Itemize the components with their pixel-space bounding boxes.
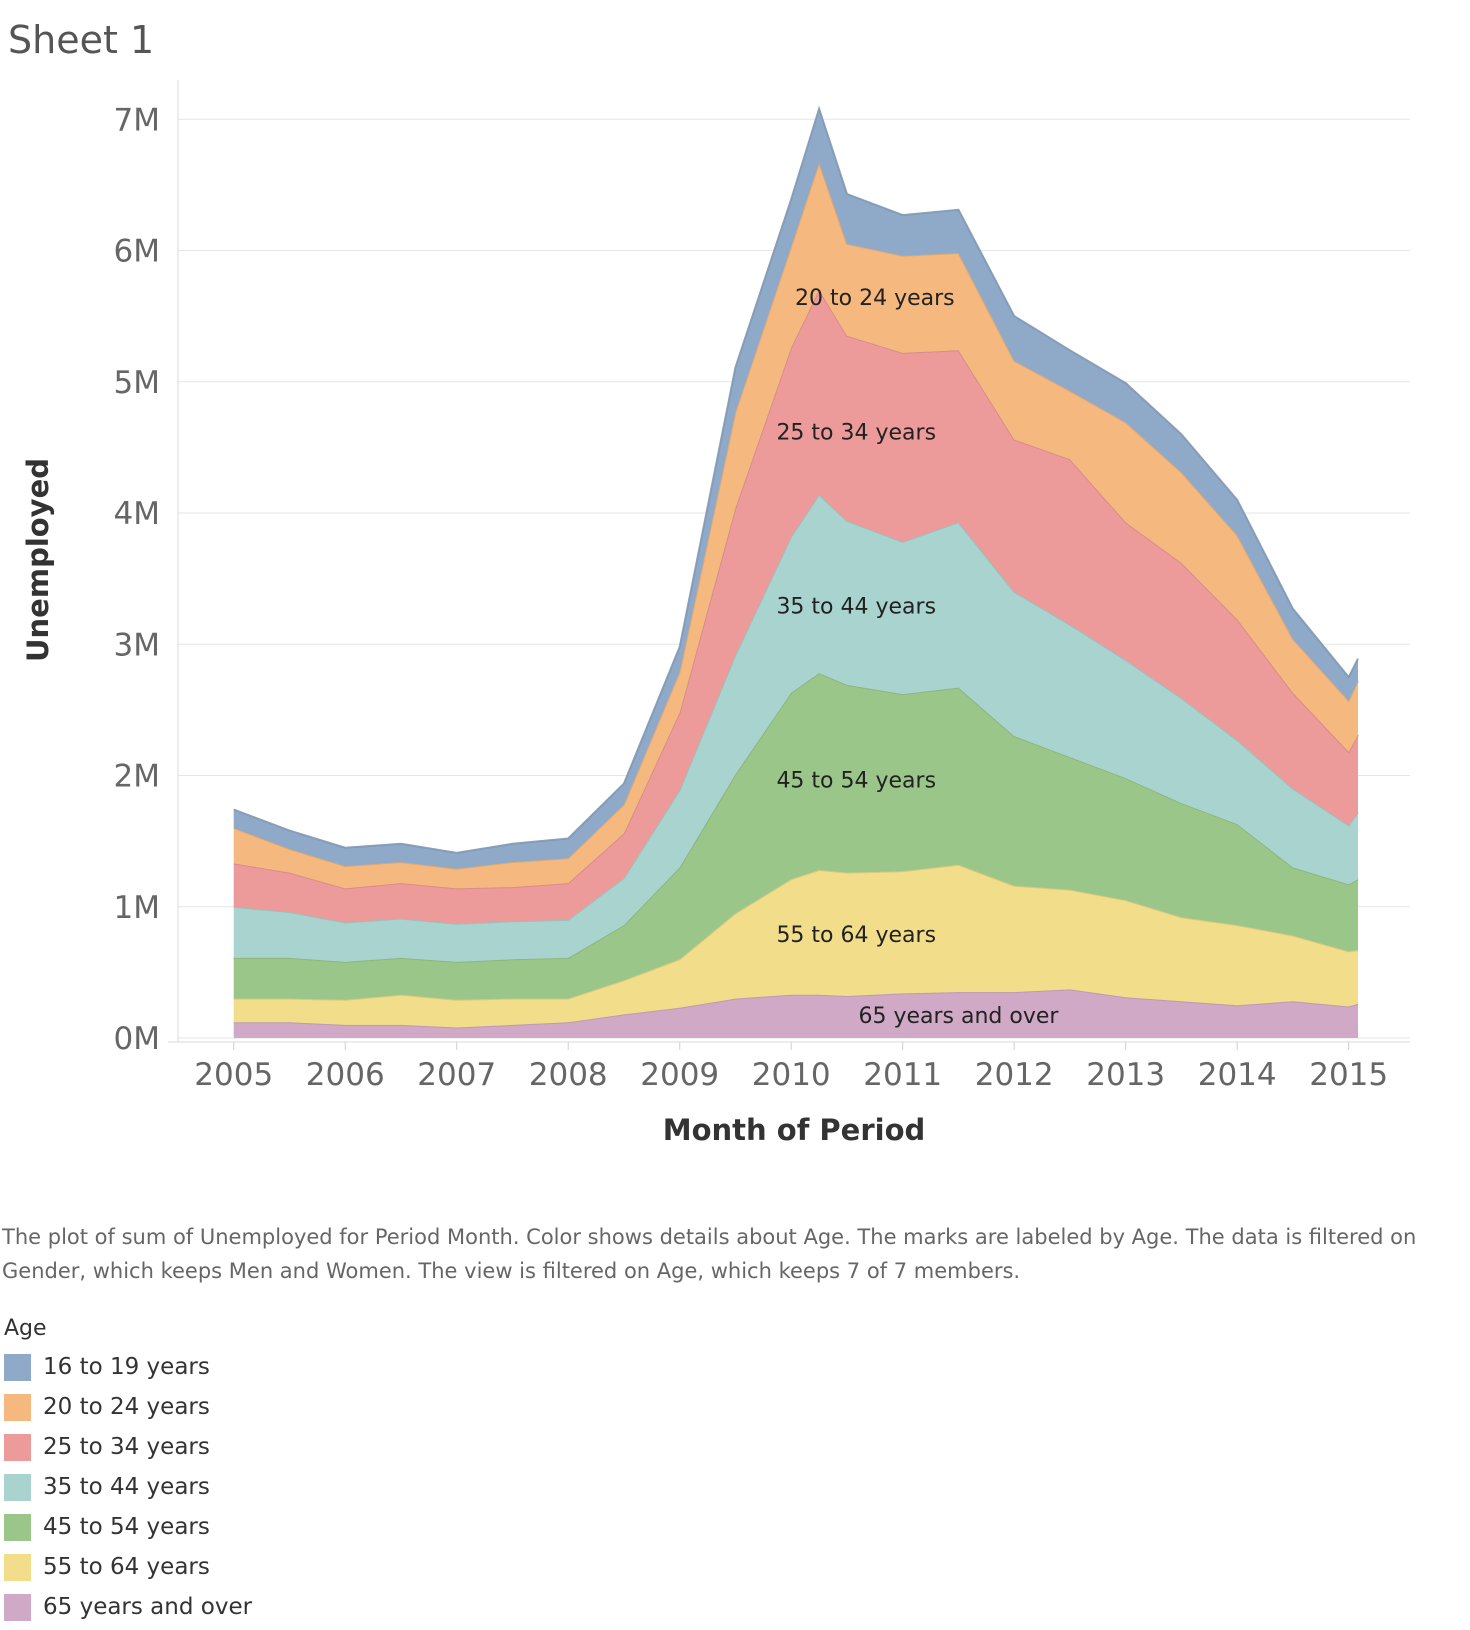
x-tick-label: 2007 — [417, 1057, 496, 1093]
area-mark-label: 25 to 34 years — [776, 421, 936, 446]
x-tick-label: 2011 — [863, 1057, 942, 1093]
area-edge — [233, 105, 1359, 854]
x-tick-label: 2015 — [1309, 1057, 1388, 1093]
legend-item[interactable]: 55 to 64 years — [4, 1547, 252, 1587]
sheet-title: Sheet 1 — [8, 18, 155, 62]
legend-item[interactable]: 16 to 19 years — [4, 1347, 252, 1387]
legend-item[interactable]: 65 years and over — [4, 1587, 252, 1627]
legend-items: 16 to 19 years 20 to 24 years 25 to 34 yea… — [4, 1347, 252, 1627]
legend-label: 16 to 19 years — [43, 1354, 210, 1380]
x-tick-label: 2014 — [1198, 1057, 1277, 1093]
legend-item[interactable]: 45 to 54 years — [4, 1507, 252, 1547]
legend-label: 20 to 24 years — [43, 1394, 210, 1420]
y-tick-label: 4M — [114, 496, 160, 532]
legend-label: 45 to 54 years — [43, 1514, 210, 1540]
area-mark-label: 55 to 64 years — [776, 923, 936, 948]
x-tick-label: 2005 — [194, 1057, 273, 1093]
y-tick-label: 1M — [114, 890, 160, 926]
area-35-to-44-years — [233, 494, 1359, 962]
legend-swatch — [4, 1473, 31, 1501]
x-axis-title: Month of Period — [663, 1113, 926, 1147]
area-mark-label: 35 to 44 years — [776, 594, 936, 619]
y-tick-label: 6M — [114, 234, 160, 270]
x-tick-label: 2009 — [640, 1057, 719, 1093]
legend-item[interactable]: 25 to 34 years — [4, 1427, 252, 1467]
legend-swatch — [4, 1513, 31, 1541]
x-tick-label: 2012 — [975, 1057, 1054, 1093]
label-layer: 20 to 24 years 25 to 34 years 35 to 44 yea… — [776, 286, 1059, 1029]
legend-label: 65 years and over — [43, 1594, 253, 1620]
x-tick-label: 2010 — [752, 1057, 831, 1093]
y-tick-label: 2M — [114, 759, 160, 795]
legend-swatch — [4, 1433, 31, 1461]
area-layer — [233, 105, 1359, 1038]
y-tick-label: 0M — [114, 1021, 160, 1057]
stacked-area-chart: 0M 1M 2M 3M 4M 5M 6M 7M 2005 2006 2007 2008 2009 2010… — [21, 80, 1410, 1147]
axis-layer: 0M 1M 2M 3M 4M 5M 6M 7M 2005 2006 2007 2008 2009 2010… — [21, 80, 1410, 1147]
y-tick-label: 3M — [114, 627, 160, 663]
y-axis-title: Unemployed — [21, 458, 55, 662]
legend-swatch — [4, 1593, 31, 1621]
legend-swatch — [4, 1353, 31, 1381]
legend-label: 55 to 64 years — [43, 1554, 210, 1580]
area-mark-label: 65 years and over — [858, 1004, 1059, 1029]
x-tick-label: 2006 — [306, 1057, 385, 1093]
legend-item[interactable]: 20 to 24 years — [4, 1387, 252, 1427]
area-65-years-and-over — [233, 989, 1359, 1038]
legend-title: Age — [4, 1316, 47, 1341]
legend-label: 35 to 44 years — [43, 1474, 210, 1500]
legend-item[interactable]: 35 to 44 years — [4, 1467, 252, 1507]
x-tick-label: 2008 — [529, 1057, 608, 1093]
x-tick-label: 2013 — [1086, 1057, 1165, 1093]
area-45-to-54-years — [233, 673, 1359, 1000]
area-mark-label: 20 to 24 years — [795, 286, 955, 311]
chart-caption: The plot of sum of Unemployed for Period… — [2, 1225, 1417, 1283]
legend-swatch — [4, 1553, 31, 1581]
legend-swatch — [4, 1393, 31, 1421]
legend-label: 25 to 34 years — [43, 1434, 210, 1460]
color-legend: Age 16 to 19 years 20 to 24 years 25 to 34… — [4, 1316, 252, 1627]
area-55-to-64-years — [233, 864, 1359, 1028]
area-20-to-24-years — [233, 162, 1359, 889]
y-tick-label: 5M — [114, 365, 160, 401]
area-25-to-34-years — [233, 289, 1359, 924]
area-mark-label: 45 to 54 years — [776, 768, 936, 793]
y-tick-label: 7M — [114, 102, 160, 138]
